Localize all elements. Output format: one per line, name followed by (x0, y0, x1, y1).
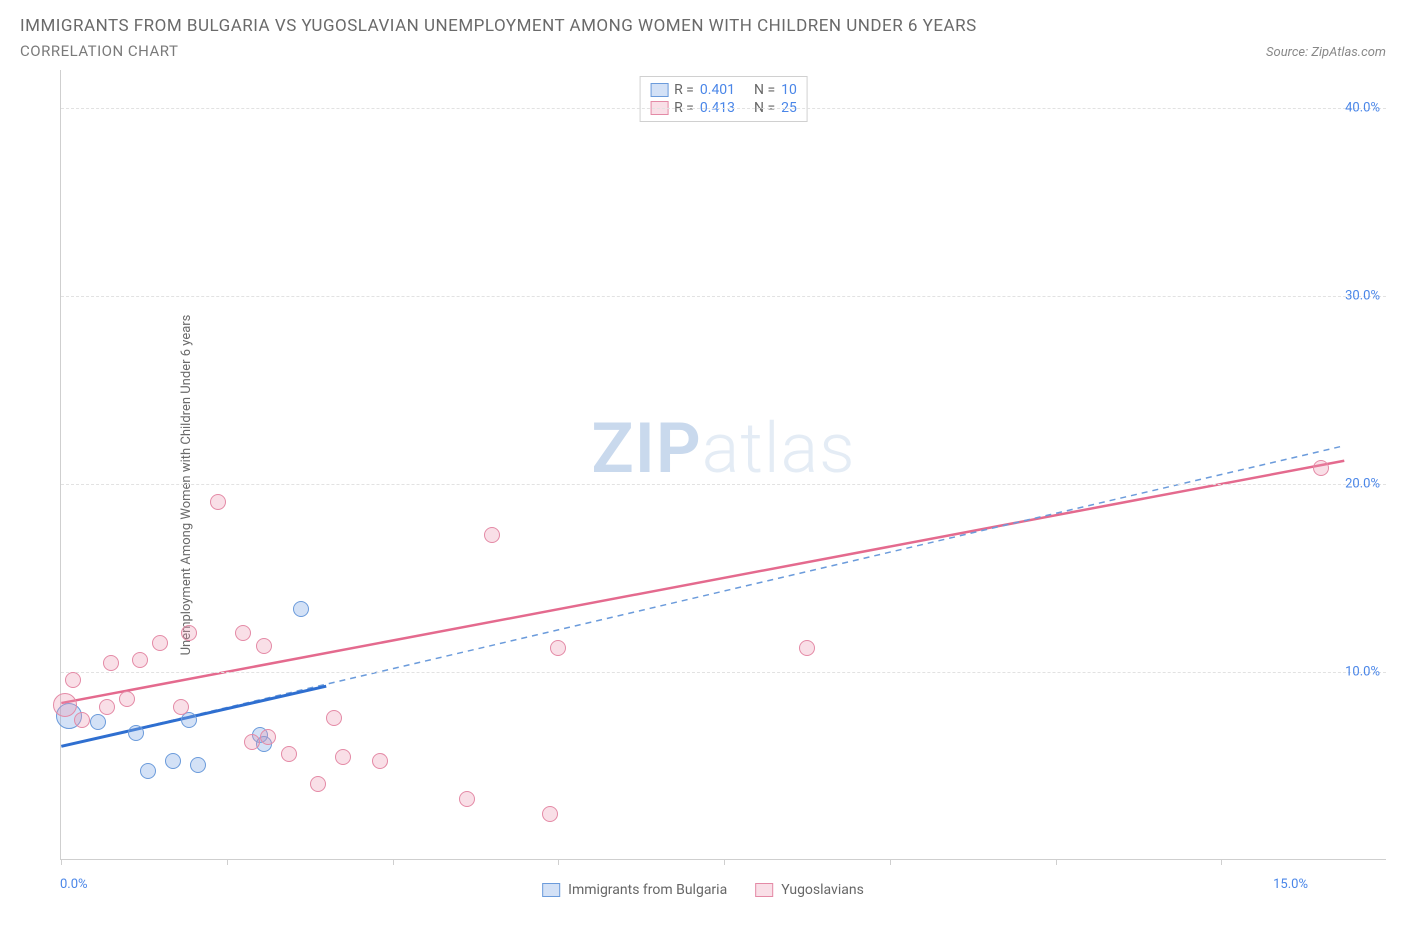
y-tick-label: 30.0% (1345, 288, 1380, 303)
data-point-yugo[interactable] (799, 640, 815, 656)
correlation-chart: Unemployment Among Women with Children U… (20, 70, 1386, 900)
x-tick (61, 859, 62, 865)
data-point-yugo[interactable] (484, 527, 500, 543)
x-tick-label: 15.0% (1273, 877, 1308, 892)
data-point-yugo[interactable] (181, 625, 197, 641)
data-point-bulg[interactable] (293, 601, 309, 617)
data-point-bulg[interactable] (140, 763, 156, 779)
gridline (61, 296, 1386, 297)
data-point-yugo[interactable] (132, 652, 148, 668)
data-point-bulg[interactable] (128, 725, 144, 741)
y-tick-label: 40.0% (1345, 100, 1380, 115)
page-title: IMMIGRANTS FROM BULGARIA VS YUGOSLAVIAN … (20, 16, 977, 36)
data-point-yugo[interactable] (256, 638, 272, 654)
gridline (61, 672, 1386, 673)
data-point-yugo[interactable] (173, 699, 189, 715)
data-point-yugo[interactable] (1313, 460, 1329, 476)
data-point-yugo[interactable] (152, 635, 168, 651)
data-point-yugo[interactable] (260, 729, 276, 745)
data-point-yugo[interactable] (550, 640, 566, 656)
watermark: ZIPatlas (591, 408, 855, 490)
data-point-yugo[interactable] (542, 806, 558, 822)
x-tick (1056, 859, 1057, 865)
series-legend: Immigrants from Bulgaria Yugoslavians (542, 882, 864, 898)
data-point-yugo[interactable] (99, 699, 115, 715)
source-attribution: Source: ZipAtlas.com (1266, 45, 1386, 60)
x-tick (890, 859, 891, 865)
x-tick (1221, 859, 1222, 865)
x-tick-label: 0.0% (60, 877, 88, 892)
data-point-yugo[interactable] (372, 753, 388, 769)
data-point-yugo[interactable] (326, 710, 342, 726)
data-point-yugo[interactable] (235, 625, 251, 641)
x-tick (393, 859, 394, 865)
data-point-yugo[interactable] (65, 672, 81, 688)
data-point-yugo[interactable] (210, 494, 226, 510)
gridline (61, 484, 1386, 485)
x-tick (558, 859, 559, 865)
gridline (61, 108, 1386, 109)
data-point-bulg[interactable] (181, 712, 197, 728)
y-tick-label: 20.0% (1345, 476, 1380, 491)
y-tick-label: 10.0% (1345, 664, 1380, 679)
data-point-yugo[interactable] (74, 712, 90, 728)
data-point-yugo[interactable] (335, 749, 351, 765)
data-point-bulg[interactable] (165, 753, 181, 769)
data-point-yugo[interactable] (119, 691, 135, 707)
legend-series-item: Immigrants from Bulgaria (542, 882, 727, 898)
x-tick (227, 859, 228, 865)
legend-series-item: Yugoslavians (755, 882, 864, 898)
data-point-yugo[interactable] (103, 655, 119, 671)
x-tick (724, 859, 725, 865)
data-point-bulg[interactable] (90, 714, 106, 730)
legend-correlation-row: R = 0.401 N = 10 (650, 81, 797, 99)
data-point-yugo[interactable] (281, 746, 297, 762)
page-subtitle: CORRELATION CHART (20, 42, 178, 60)
plot-area: ZIPatlas R = 0.401 N = 10R = 0.413 N = 2… (60, 70, 1386, 860)
data-point-bulg[interactable] (190, 757, 206, 773)
data-point-yugo[interactable] (310, 776, 326, 792)
data-point-yugo[interactable] (459, 791, 475, 807)
correlation-legend: R = 0.401 N = 10R = 0.413 N = 25 (639, 76, 808, 122)
data-point-yugo[interactable] (244, 734, 260, 750)
data-point-yugo[interactable] (53, 693, 77, 717)
